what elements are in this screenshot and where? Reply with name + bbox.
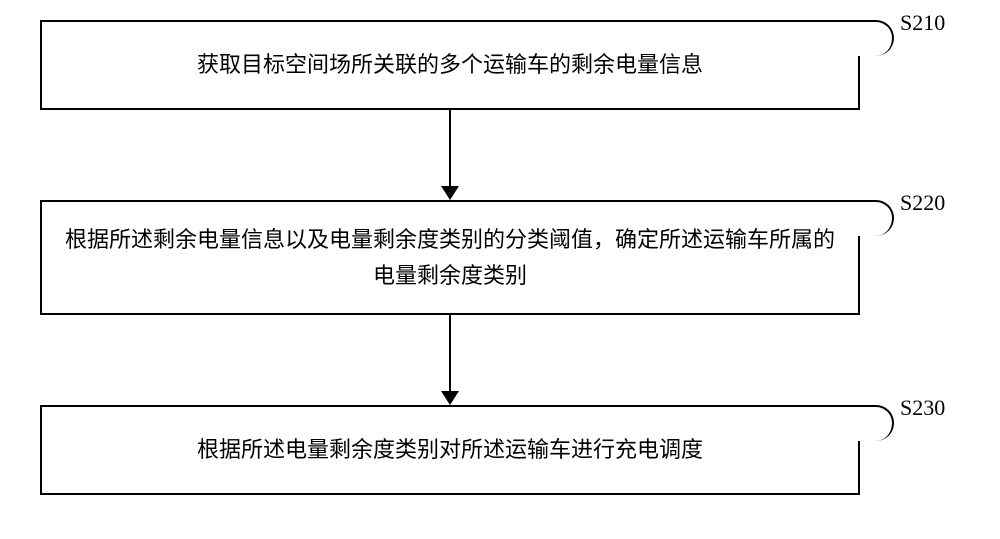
arrow-line-2: [449, 315, 451, 393]
flowchart-container: 获取目标空间场所关联的多个运输车的剩余电量信息 S210 根据所述剩余电量信息以…: [0, 0, 1000, 539]
arrow-head-2: [441, 391, 459, 405]
arrow-head-1: [441, 186, 459, 200]
step-label-s210: S210: [900, 10, 945, 36]
step-text-s210: 获取目标空间场所关联的多个运输车的剩余电量信息: [197, 47, 703, 82]
step-box-s230: 根据所述电量剩余度类别对所述运输车进行充电调度: [40, 405, 860, 495]
step-label-s230: S230: [900, 395, 945, 421]
step-label-s220: S220: [900, 190, 945, 216]
notch-s220: [858, 200, 894, 236]
notch-s230: [858, 405, 894, 441]
arrow-line-1: [449, 110, 451, 188]
step-box-s210: 获取目标空间场所关联的多个运输车的剩余电量信息: [40, 20, 860, 110]
step-text-s220: 根据所述剩余电量信息以及电量剩余度类别的分类阈值，确定所述运输车所属的电量剩余度…: [62, 222, 838, 292]
step-box-s220: 根据所述剩余电量信息以及电量剩余度类别的分类阈值，确定所述运输车所属的电量剩余度…: [40, 200, 860, 315]
notch-s210: [858, 20, 894, 56]
step-text-s230: 根据所述电量剩余度类别对所述运输车进行充电调度: [197, 432, 703, 467]
